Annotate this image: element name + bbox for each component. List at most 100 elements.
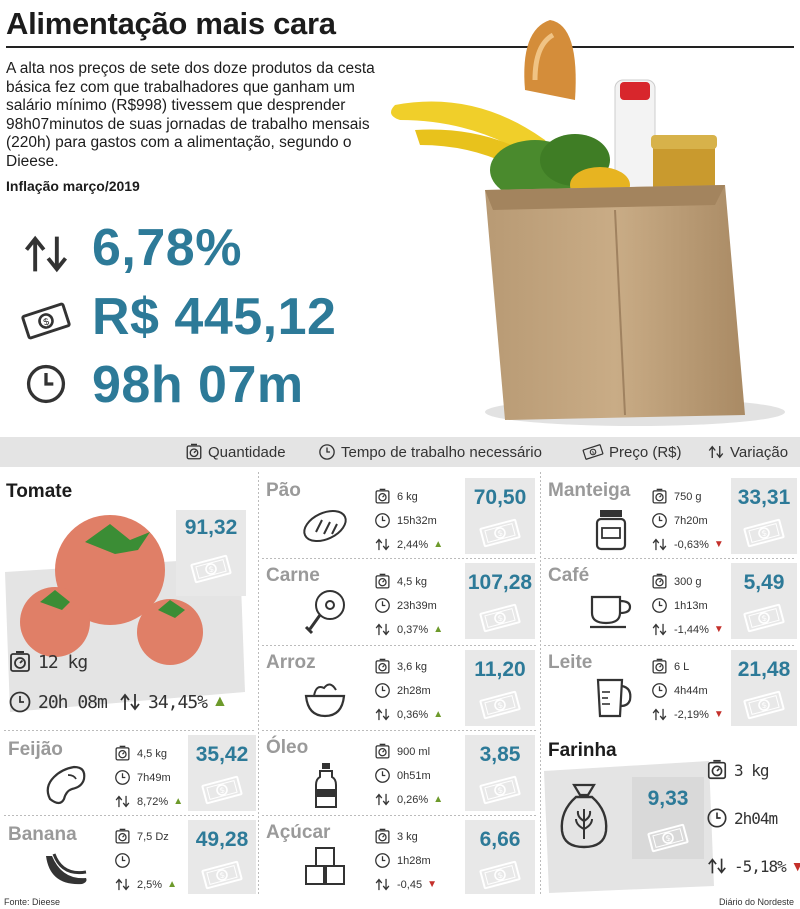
page-title: Alimentação mais cara	[6, 6, 336, 41]
quantity: 6 L	[651, 658, 689, 675]
product-name: Carne	[266, 565, 320, 586]
variation-icon	[706, 855, 728, 877]
price: 9,33	[647, 787, 689, 810]
product-cafe: Café 300 g 1h13m -1,44% ▼ 5,49	[544, 559, 800, 645]
butter-jar-icon	[595, 510, 627, 551]
variation: -1,44% ▼	[651, 621, 724, 638]
scale-icon	[8, 650, 32, 674]
trend-up-icon: ▲	[167, 879, 177, 890]
clock-icon	[651, 512, 668, 529]
legend-price: Preço (R$)	[582, 437, 682, 467]
trend-up-icon: ▲	[173, 796, 184, 807]
scale-icon	[114, 828, 131, 845]
price: 21,48	[737, 658, 791, 681]
quantity: 3,6 kg	[374, 658, 427, 675]
work-time: 20h 08m	[8, 690, 108, 714]
bill-icon	[742, 603, 786, 633]
work-time: 7h49m	[114, 769, 171, 786]
grocery-bag-illustration	[391, 20, 785, 426]
subtitle: Inflação março/2019	[6, 178, 140, 194]
legend-bar: Quantidade Tempo de trabalho necessário …	[0, 437, 800, 467]
product-name: Leite	[548, 652, 593, 673]
clock-icon	[114, 852, 131, 869]
price: 3,85	[479, 743, 521, 766]
source-note: Fonte: Dieese	[4, 897, 61, 907]
price: 70,50	[473, 486, 527, 509]
bill-icon	[478, 775, 522, 805]
bill-icon	[742, 690, 786, 720]
highlight-time: 98h 07m	[92, 356, 304, 414]
work-time	[114, 852, 137, 869]
price: 11,20	[474, 658, 526, 681]
work-time: 2h28m	[374, 682, 431, 699]
sugar-cubes-icon	[305, 847, 345, 885]
work-time: 1h28m	[374, 852, 431, 869]
quantity: 12 kg	[8, 650, 88, 674]
variation-icon	[374, 621, 391, 638]
scale-icon	[651, 573, 668, 590]
price-box: 5,49	[731, 563, 797, 639]
bill-icon	[478, 690, 522, 720]
product-name: Café	[548, 565, 590, 586]
scale-icon	[706, 759, 728, 781]
trend-down-icon: ▼	[427, 879, 437, 890]
variation-icon	[114, 876, 131, 893]
price: 33,31	[737, 486, 791, 509]
work-time: 15h32m	[374, 512, 437, 529]
clock-icon	[374, 682, 391, 699]
clock-icon	[114, 769, 131, 786]
scale-icon	[374, 743, 391, 760]
clock-icon	[651, 597, 668, 614]
variation: -5,18% ▼	[706, 855, 800, 877]
clock-icon	[374, 767, 391, 784]
milk-jug-icon	[596, 678, 632, 718]
variation: 8,72% ▲	[114, 793, 183, 810]
clock-icon	[24, 362, 68, 406]
bean-icon	[46, 765, 86, 805]
work-time: 7h20m	[651, 512, 708, 529]
variation: 0,36% ▲	[374, 706, 443, 723]
scale-icon	[114, 745, 131, 762]
price: 5,49	[743, 571, 785, 594]
scale-icon	[651, 488, 668, 505]
work-time: 2h04m	[706, 807, 778, 829]
meat-icon	[304, 590, 345, 635]
product-name: Banana	[8, 824, 77, 845]
variation: 0,37% ▲	[374, 621, 443, 638]
product-name: Açúcar	[266, 822, 331, 843]
intro-text: A alta nos preços de sete dos doze produ…	[6, 60, 375, 170]
variation: -0,45 ▼	[374, 876, 437, 893]
clock-icon	[8, 690, 32, 714]
scale-icon	[374, 828, 391, 845]
product-banana: Banana 7,5 Dz 2,5% ▲ 49,28	[0, 816, 258, 896]
product-tomate: Tomate 91,32 12 kg 20h 08m 34,45% ▲	[0, 472, 258, 730]
quantity: 4,5 kg	[114, 745, 167, 762]
bill-icon	[646, 823, 690, 853]
trend-up-icon: ▲	[433, 539, 444, 550]
work-time: 0h51m	[374, 767, 431, 784]
work-time: 4h44m	[651, 682, 708, 699]
rice-bowl-icon	[304, 683, 346, 718]
variation: -0,63% ▼	[651, 536, 724, 553]
trend-down-icon: ▼	[790, 858, 800, 874]
trend-down-icon: ▼	[713, 709, 724, 720]
money-icon	[20, 295, 72, 347]
bill-icon	[189, 554, 233, 584]
price: 49,28	[195, 828, 249, 851]
bill-icon	[200, 775, 244, 805]
product-arroz: Arroz 3,6 kg 2h28m 0,36% ▲ 11,20	[262, 646, 538, 730]
price-box: 107,28	[465, 563, 535, 639]
price-box: 9,33	[632, 777, 704, 859]
product-manteiga: Manteiga 750 g 7h20m -0,63% ▼ 33,31	[544, 472, 800, 558]
variation-icon	[707, 443, 725, 461]
price-box: 35,42	[188, 735, 256, 811]
clock-icon	[318, 443, 336, 461]
legend-time: Tempo de trabalho necessário	[318, 437, 542, 467]
price: 91,32	[184, 516, 238, 539]
price-box: 3,85	[465, 735, 535, 811]
legend-variation: Variação	[707, 437, 788, 467]
product-name: Óleo	[266, 737, 309, 758]
clock-icon	[374, 852, 391, 869]
product-oleo: Óleo 900 ml 0h51m 0,26% ▲ 3,85	[262, 731, 538, 815]
bill-icon	[200, 860, 244, 890]
